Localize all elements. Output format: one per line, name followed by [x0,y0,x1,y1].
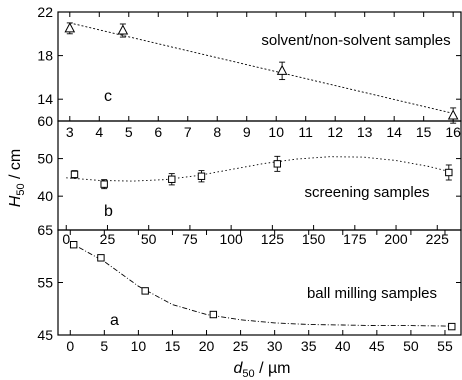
data-point-square [97,254,105,262]
x-tick-label: 50 [403,338,419,354]
x-tick-label: 0 [62,231,70,247]
x-tick-label: 55 [437,338,453,354]
data-point-square [100,180,108,188]
data-point-triangle [117,24,129,35]
x-axis-title-main: d [233,360,243,377]
y-axis-title-unit: / cm [7,149,24,184]
y-tick-label: 60 [37,113,53,129]
x-tick-label: 7 [184,124,192,140]
y-axis-title-sub: 50 [15,183,27,195]
x-tick-label: 45 [369,338,385,354]
x-tick-label: 200 [384,231,408,247]
panel-annotation: solvent/non-solvent samples [261,32,450,49]
x-tick-label: 125 [261,231,285,247]
panel-letter: c [104,88,112,105]
fit-line [70,242,452,327]
x-tick-label: 4 [95,124,103,140]
panel-letter: b [104,203,113,220]
fit-line [66,156,449,182]
data-point-square [445,168,453,177]
data-point-square [69,241,78,249]
x-tick-label: 12 [327,124,343,140]
panel-a: 0 5 10 15 20 25 30 35 40 45 50 55 65 55 45 ball milling… [37,222,462,354]
data-point-square [70,170,79,179]
x-tick-label: 3 [66,124,74,140]
x-tick-label: 13 [357,124,373,140]
data-point-triangle [64,22,76,33]
panel-letter: a [110,312,119,329]
y-axis-title: H50 / cm [7,149,27,207]
data-point-square [197,172,206,180]
y-tick-label: 14 [37,91,53,107]
data-point-square [141,287,149,295]
data-point-triangle [447,109,459,120]
x-tick-label: 6 [154,124,162,140]
x-tick-label: 40 [335,338,351,354]
x-tick-label: 15 [416,124,432,140]
x-tick-label: 10 [268,124,284,140]
panel-annotation: ball milling samples [307,285,437,302]
x-tick-label: 16 [445,124,461,140]
y-tick-label: 22 [37,4,53,20]
x-tick-label: 14 [386,124,402,140]
x-tick-label: 25 [100,231,116,247]
data-point-square [273,160,282,168]
y-tick-label: 40 [37,188,53,204]
y-tick-label: 65 [37,222,53,238]
x-tick-label: 5 [100,338,108,354]
x-tick-label: 175 [343,231,367,247]
x-tick-label: 10 [131,338,147,354]
x-axis-title: d50 / µm [233,360,290,380]
panel-c: 3 4 5 6 7 8 9 10 11 12 13 14 15 16 22 18 14 solvent/non-s… [37,4,462,140]
data-point-triangle [276,64,288,75]
fit-line [69,22,454,114]
x-tick-label: 11 [298,124,313,140]
x-tick-label: 20 [199,338,215,354]
x-tick-label: 100 [219,231,243,247]
panel-annotation: screening samples [304,184,429,201]
x-tick-label: 9 [243,124,251,140]
x-axis-title-unit: / µm [255,360,291,377]
x-tick-label: 15 [165,338,181,354]
x-tick-label: 5 [125,124,133,140]
y-axis-title-main: H [7,195,24,207]
x-tick-label: 225 [426,231,450,247]
y-tick-label: 18 [37,48,53,64]
x-tick-label: 25 [233,338,249,354]
x-tick-label: 30 [267,338,283,354]
y-tick-label: 50 [37,151,53,167]
panels: 3 4 5 6 7 8 9 10 11 12 13 14 15 16221814solvent/non-s… [37,4,462,354]
y-tick-label: 55 [37,275,53,291]
x-tick-label: 0 [66,338,74,354]
x-axis-title-sub: 50 [242,368,254,380]
data-point-square [209,310,218,319]
panel-frame [57,11,462,122]
data-point-square [168,175,176,183]
y-tick-label: 45 [37,327,53,343]
x-tick-label: 50 [141,231,157,247]
x-tick-label: 8 [213,124,221,140]
data-point-square [448,322,456,331]
x-tick-label: 35 [301,338,317,354]
x-tick-label: 150 [302,231,326,247]
x-tick-label: 75 [182,231,198,247]
